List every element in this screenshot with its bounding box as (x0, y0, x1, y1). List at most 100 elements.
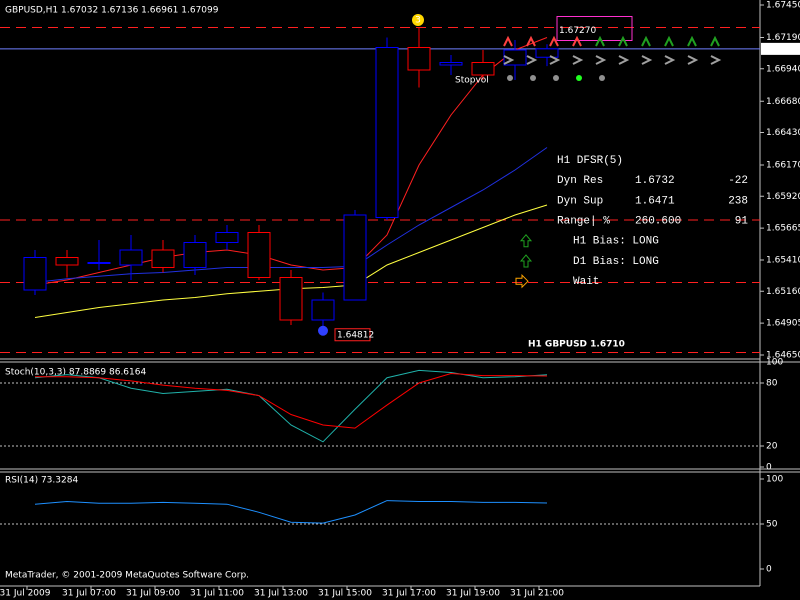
arrow-icon (595, 35, 605, 47)
panel-text: Dyn Sup (557, 195, 603, 207)
panel-arrow (519, 234, 533, 248)
status-dot (507, 75, 513, 81)
arrow-icon (618, 35, 628, 47)
level-label-box (556, 16, 633, 41)
y-tick-label: 1.66940 (766, 64, 800, 74)
y-tick-label: 1.66680 (766, 97, 800, 107)
y-tick-label: 80 (766, 379, 778, 389)
panel-text: H1 Bias: LONG (573, 236, 659, 248)
candle-body (535, 48, 559, 58)
x-tick-label: 31 Jul 19:00 (446, 589, 500, 599)
stoch-title: Stoch(10,3,3) 87.8869 86.6164 (5, 368, 146, 378)
y-tick-label: 100 (766, 475, 783, 485)
moving-average (34, 37, 548, 286)
y-tick-label: 1.65410 (766, 256, 800, 266)
signal-label: 3 (415, 16, 421, 26)
arrow-icon (549, 55, 561, 65)
panel-text: 91 (735, 216, 749, 228)
copyright: MetaTrader, © 2001-2009 MetaQuotes Softw… (5, 571, 249, 581)
y-tick-label: 0 (766, 565, 772, 575)
status-dot (576, 75, 582, 81)
candle-body (279, 277, 303, 321)
x-tick-label: 31 Jul 07:00 (62, 589, 116, 599)
candle-body (247, 232, 271, 278)
indicator-line (35, 373, 548, 429)
panel-text: Dyn Res (557, 175, 603, 187)
panel-text: Wait (573, 276, 599, 288)
panel-text: 1.6471 (635, 195, 675, 207)
arrow-icon (549, 35, 559, 47)
y-tick-label: 100 (766, 358, 783, 368)
status-dot (599, 75, 605, 81)
y-tick-label: 1.66170 (766, 161, 800, 171)
arrow-icon (710, 55, 722, 65)
low-label: 1.64812 (337, 330, 374, 340)
candle-body (439, 62, 463, 66)
arrow-icon (687, 55, 699, 65)
y-tick-label: 1.64650 (766, 351, 800, 361)
candle-body (87, 262, 111, 264)
arrow-icon (710, 35, 720, 47)
candle-body (407, 47, 431, 71)
y-tick-label: 1.64905 (766, 319, 800, 329)
y-tick-label: 1.66430 (766, 128, 800, 138)
y-tick-label: 50 (766, 520, 778, 530)
arrow-icon (664, 35, 674, 47)
stopvol-label: Stopvol (455, 76, 489, 86)
arrow-icon (664, 55, 676, 65)
moving-average (34, 147, 548, 283)
x-tick-label: 31 Jul 09:00 (126, 589, 180, 599)
candle-body (343, 214, 367, 301)
panel-text: 1.6732 (635, 175, 675, 187)
arrow-icon (687, 35, 697, 47)
arrow-icon (572, 55, 584, 65)
x-tick-label: 31 Jul 2009 (0, 589, 51, 599)
panel-arrow (515, 273, 529, 289)
candle-body (151, 249, 175, 268)
candle-body (471, 62, 495, 76)
low-marker (318, 325, 328, 336)
level-label: 1.67270 (559, 26, 596, 36)
candle-body (183, 242, 207, 268)
indicator-line (34, 500, 548, 524)
arrow-icon (503, 55, 515, 65)
signal-marker (412, 14, 424, 26)
arrow-icon (595, 55, 607, 65)
y-tick-label: 1.65160 (766, 287, 800, 297)
panel-text: 260.600 (635, 216, 681, 228)
y-tick-label: 1.67450 (766, 1, 800, 11)
panel-arrow (519, 254, 533, 268)
y-tick-label: 1.67190 (766, 33, 800, 43)
arrow-icon (641, 55, 653, 65)
x-tick-label: 31 Jul 21:00 (510, 589, 564, 599)
big-price-label: H1 GBPUSD 1.6710 (528, 340, 625, 350)
x-tick-label: 31 Jul 17:00 (382, 589, 436, 599)
panel-text: H1 DFSR(5) (557, 155, 623, 167)
arrow-icon (618, 55, 630, 65)
arrow-icon (526, 55, 538, 65)
price-marker (761, 42, 800, 55)
candle-body (311, 299, 335, 321)
y-tick-label: 0 (766, 463, 772, 473)
candle-body (119, 249, 143, 266)
status-dot (553, 75, 559, 81)
header: GBPUSD,H1 1.67032 1.67136 1.66961 1.6709… (5, 6, 219, 16)
arrow-icon (572, 35, 582, 47)
panel-text: Range| % (557, 216, 610, 228)
price-marker-label: 1.67099 (765, 44, 800, 54)
low-label-box (334, 328, 371, 342)
arrow-icon (641, 35, 651, 47)
rsi-title: RSI(14) 73.3284 (5, 476, 78, 486)
y-tick-label: 20 (766, 442, 778, 452)
status-dot (530, 75, 536, 81)
panel-text: -22 (728, 175, 748, 187)
y-tick-label: 1.65920 (766, 192, 800, 202)
y-tick-label: 1.65665 (766, 224, 800, 234)
panel-text: 238 (728, 195, 748, 207)
x-tick-label: 31 Jul 11:00 (190, 589, 244, 599)
x-tick-label: 31 Jul 13:00 (254, 589, 308, 599)
panel-text: D1 Bias: LONG (573, 256, 659, 268)
